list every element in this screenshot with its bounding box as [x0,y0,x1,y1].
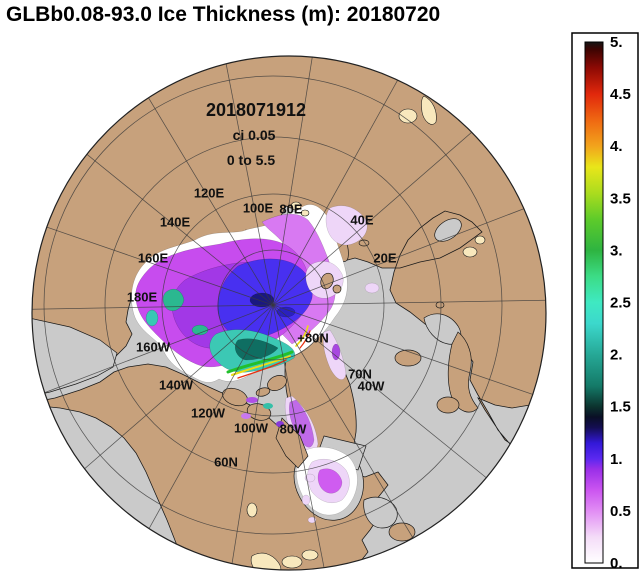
ireland [436,396,460,414]
great-lakes-mid [281,555,303,569]
graticule-label-160E: 160E [138,251,169,266]
baffin-island [275,417,309,469]
graticule-label-80W: 80W [280,422,307,437]
colorbar-tick-label: 4. [610,138,623,155]
severnaya-zemlya2 [300,209,310,217]
hudson-ice-magenta [317,468,343,494]
graticule-label-120W: 120W [191,406,226,421]
graticule-label-60N: 60N [214,455,238,470]
colorbar-tick-label: 0. [610,555,623,572]
graticule-label-160W: 160W [136,340,171,355]
map-annotations: 2018071912 ci 0.05 0 to 5.5 [206,100,306,168]
colorbar-tick-label: 2.5 [610,295,631,312]
colorbar-strip [584,41,604,564]
annotation-run-time: 2018071912 [206,100,306,120]
lake-balkhash [398,108,418,124]
colorbar: 5. 4.5 4. 3.5 3. 2.5 2. 1.5 1. 0.5 0. [571,32,639,572]
colorbar-tick-label: 3. [610,242,623,259]
graticule-label-120E: 120E [194,186,225,201]
graticule-label-140W: 140W [159,378,194,393]
canadian-archipelago [222,375,309,469]
lake-onega [474,235,486,245]
colorbar-frame [571,32,639,569]
thick-ice-streaks [226,325,311,379]
colorbar-tick-label: 5. [610,34,623,51]
labrador-ice1 [304,473,316,483]
graticule [32,56,546,570]
graticule-label-40W: 40W [358,379,385,394]
ice-dark-teal-patch [235,338,279,361]
great-lakes-east [301,549,319,561]
labrador-ice3 [307,516,317,524]
landmass-north-america [32,363,389,570]
graticule-label-70N: 70N [348,367,372,382]
colorbar-tick-label: 2. [610,347,623,364]
colorbar-tick-label: 3.5 [610,190,631,207]
colorbar-tick-label: 0.5 [610,503,631,520]
gulf-st-lawrence [363,496,398,529]
graticule-label-40E: 40E [350,213,373,228]
channel-ice4 [276,421,284,427]
ice-detached-patches [284,205,380,524]
baffin-bay-ice [289,399,315,448]
graticule-label-100E: 100E [243,201,274,216]
east-greenland-ice-purple [331,343,341,361]
ice-green-patch-west [162,289,185,311]
ice-teal-patch-west [145,309,159,327]
svalbard-east [332,284,342,294]
great-britain [447,331,479,413]
channel-ice1 [246,397,258,403]
iceland [394,349,422,367]
siberian-lake [436,81,448,91]
graticule-label-80E: 80E [279,202,302,217]
graticule-label-100W: 100W [234,421,269,436]
colorbar-tick-label: 1.5 [610,399,631,416]
graticule-label-180E: 180E [127,290,158,305]
ice-green-patch-west2 [191,324,209,336]
graticule-label-80N: +80N [297,331,328,346]
map-boundary [31,55,547,571]
lake-baikal [421,95,437,125]
newfoundland [388,522,416,542]
great-lakes-west [250,552,282,570]
channel-ice2 [263,403,273,409]
graticule-label-20E: 20E [373,251,396,266]
channel-ice3 [241,413,251,419]
colorbar-tick-label: 4.5 [610,86,631,103]
ellesmere-island [267,375,287,391]
colorbar-tick-labels: 5. 4.5 4. 3.5 3. 2.5 2. 1.5 1. 0.5 0. [610,34,631,572]
colorbar-tick-label: 1. [610,451,623,468]
graticule-label-140E: 140E [160,215,191,230]
page-title: GLBb0.08-93.0 Ice Thickness (m): 2018072… [6,3,440,26]
annotation-contour-interval: ci 0.05 [233,127,276,143]
graticule-labels: 120E 100E 80E 140E 40E 160E 20E 180E 160W +80N 140… [127,186,397,470]
severnaya-zemlya1 [290,201,302,211]
annotation-data-range: 0 to 5.5 [227,152,275,168]
labrador-ice2 [301,494,311,506]
lake-winnipeg [246,502,258,518]
kara-sea-ice [325,205,368,246]
barents-ice-patch [364,282,380,294]
lake-ladoga [462,246,478,258]
shetland [435,301,445,309]
